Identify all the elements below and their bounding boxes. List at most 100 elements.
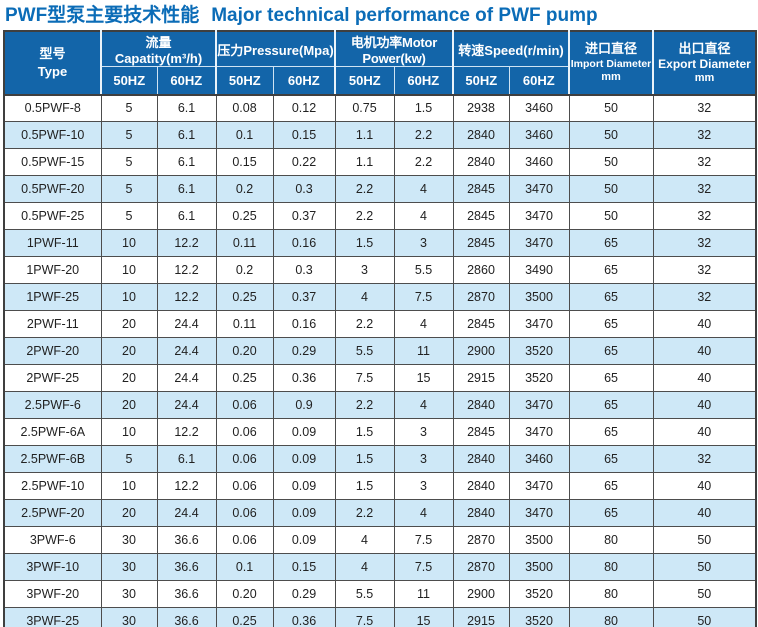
cell-value: 0.9: [272, 391, 336, 419]
cell-value: 5: [100, 202, 158, 230]
cell-value: 32: [652, 283, 757, 311]
cell-value: 40: [652, 499, 757, 527]
cell-value: 50: [568, 94, 654, 122]
table-row: 0.5PWF-25 5 6.1 0.25 0.37 2.2 4 2845 3470 50 32: [3, 202, 757, 230]
export-diameter-unit: mm: [694, 71, 715, 84]
cell-value: 0.2: [215, 175, 274, 203]
cell-value: 65: [568, 310, 654, 338]
export-diameter-zh: 出口直径: [678, 40, 731, 56]
cell-model: 2.5PWF-20: [3, 499, 102, 527]
cell-value: 3470: [508, 472, 570, 500]
cell-value: 4: [334, 553, 395, 581]
cell-value: 2.2: [393, 121, 454, 149]
pump-spec-table: 型号 Type 流量Capatity(m³/h) 压力Pressure(Mpa)…: [3, 30, 758, 627]
cell-value: 40: [652, 337, 757, 365]
cell-model: 3PWF-10: [3, 553, 102, 581]
cell-value: 50: [568, 202, 654, 230]
cell-value: 3520: [508, 607, 570, 627]
cell-value: 32: [652, 175, 757, 203]
cell-value: 36.6: [156, 526, 217, 554]
cell-value: 0.12: [272, 94, 336, 122]
cell-value: 0.15: [272, 553, 336, 581]
cell-value: 4: [393, 202, 454, 230]
cell-value: 2.2: [334, 175, 395, 203]
cell-value: 2845: [452, 418, 510, 446]
table-row: 2.5PWF-20 20 24.4 0.06 0.09 2.2 4 2840 3470 65 40: [3, 499, 757, 527]
cell-value: 2.2: [393, 148, 454, 176]
cell-value: 0.29: [272, 337, 336, 365]
cell-value: 80: [568, 580, 654, 608]
cell-value: 5: [100, 175, 158, 203]
cell-value: 7.5: [393, 283, 454, 311]
cell-model: 2.5PWF-6: [3, 391, 102, 419]
column-header-type-zh: 型号: [39, 46, 66, 62]
column-header-pressure: 压力Pressure(Mpa): [215, 30, 336, 67]
cell-value: 3500: [508, 553, 570, 581]
cell-value: 50: [568, 175, 654, 203]
cell-value: 32: [652, 121, 757, 149]
cell-value: 3460: [508, 121, 570, 149]
table-row: 3PWF-10 30 36.6 0.1 0.15 4 7.5 2870 3500 80 50: [3, 553, 757, 581]
cell-value: 40: [652, 418, 757, 446]
cell-value: 2840: [452, 148, 510, 176]
cell-value: 50: [568, 121, 654, 149]
cell-value: 3470: [508, 418, 570, 446]
cell-value: 20: [100, 337, 158, 365]
cell-value: 32: [652, 229, 757, 257]
cell-value: 1.5: [393, 94, 454, 122]
cell-value: 12.2: [156, 472, 217, 500]
cell-value: 10: [100, 418, 158, 446]
cell-value: 6.1: [156, 202, 217, 230]
cell-model: 2.5PWF-10: [3, 472, 102, 500]
cell-value: 6.1: [156, 121, 217, 149]
cell-model: 0.5PWF-15: [3, 148, 102, 176]
cell-value: 2938: [452, 94, 510, 122]
cell-value: 7.5: [393, 553, 454, 581]
cell-value: 80: [568, 553, 654, 581]
cell-value: 2.2: [334, 499, 395, 527]
cell-value: 0.22: [272, 148, 336, 176]
cell-value: 2840: [452, 499, 510, 527]
cell-value: 1.1: [334, 148, 395, 176]
cell-model: 0.5PWF-20: [3, 175, 102, 203]
cell-value: 15: [393, 607, 454, 627]
cell-value: 2870: [452, 526, 510, 554]
cell-value: 65: [568, 391, 654, 419]
cell-value: 50: [568, 148, 654, 176]
import-diameter-en: Import Diameter: [570, 57, 652, 70]
cell-value: 32: [652, 445, 757, 473]
cell-value: 2.2: [334, 310, 395, 338]
cell-model: 0.5PWF-10: [3, 121, 102, 149]
subheader-pressure-50hz: 50HZ: [215, 66, 274, 96]
subheader-motor-60hz: 60HZ: [393, 66, 454, 96]
table-header: 型号 Type 流量Capatity(m³/h) 压力Pressure(Mpa)…: [3, 30, 757, 96]
cell-value: 0.15: [215, 148, 274, 176]
table-row: 0.5PWF-8 5 6.1 0.08 0.12 0.75 1.5 2938 3460 50 32: [3, 94, 757, 122]
cell-value: 12.2: [156, 229, 217, 257]
cell-value: 1.5: [334, 445, 395, 473]
table-row: 3PWF-6 30 36.6 0.06 0.09 4 7.5 2870 3500 80 50: [3, 526, 757, 554]
cell-model: 3PWF-6: [3, 526, 102, 554]
cell-value: 2840: [452, 445, 510, 473]
cell-value: 65: [568, 445, 654, 473]
cell-value: 65: [568, 499, 654, 527]
table-row: 3PWF-25 30 36.6 0.25 0.36 7.5 15 2915 3520 80 50: [3, 607, 757, 627]
cell-value: 11: [393, 337, 454, 365]
cell-value: 10: [100, 283, 158, 311]
table-row: 2.5PWF-6B 5 6.1 0.06 0.09 1.5 3 2840 3460 65 32: [3, 445, 757, 473]
cell-value: 0.06: [215, 391, 274, 419]
cell-value: 20: [100, 364, 158, 392]
cell-value: 2.2: [334, 391, 395, 419]
cell-value: 0.06: [215, 445, 274, 473]
column-header-type-en: Type: [37, 63, 68, 79]
cell-value: 2915: [452, 607, 510, 627]
cell-value: 0.1: [215, 553, 274, 581]
cell-value: 0.25: [215, 607, 274, 627]
cell-value: 1.5: [334, 472, 395, 500]
table-row: 2PWF-25 20 24.4 0.25 0.36 7.5 15 2915 3520 65 40: [3, 364, 757, 392]
cell-value: 80: [568, 526, 654, 554]
cell-value: 40: [652, 310, 757, 338]
cell-value: 3: [393, 418, 454, 446]
cell-value: 24.4: [156, 499, 217, 527]
cell-value: 24.4: [156, 310, 217, 338]
